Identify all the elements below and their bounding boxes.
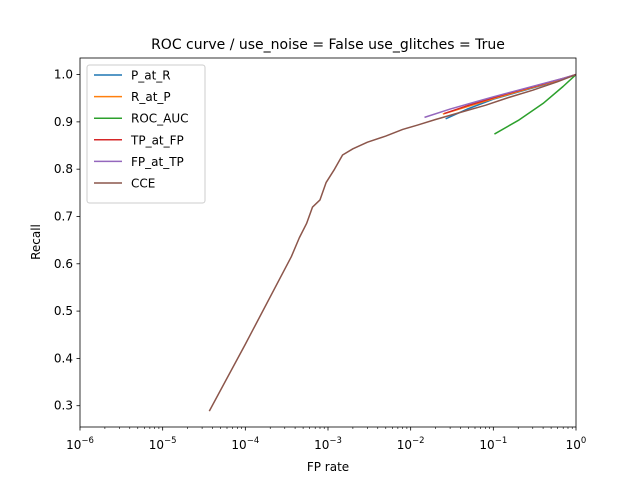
series-line-fp-at-tp [424,73,576,119]
legend-label-roc-auc: ROC_AUC [131,112,189,126]
legend-label-cce: CCE [131,177,155,191]
y-tick-label: 0.3 [54,399,73,413]
x-axis-label: FP rate [307,460,349,474]
y-tick-label: 1.0 [54,68,73,82]
legend-label-tp-at-fp: TP_at_FP [130,133,184,147]
plot-area [208,73,576,412]
series-line-cce [208,73,576,412]
y-tick-label: 0.8 [54,162,73,176]
y-tick-label: 0.9 [54,115,73,129]
legend-label-p-at-r: P_at_R [131,69,171,83]
y-axis-label: Recall [29,224,43,260]
chart-title: ROC curve / use_noise = False use_glitch… [151,37,505,53]
x-tick-label: 10−6 [66,436,94,452]
axes: 10−6 10−5 10−4 10−3 10−2 10−1 100 0.3 0.4 0.5 0.6 0… [54,57,587,452]
x-tick-label: 10−2 [397,436,425,452]
y-tick-label: 0.5 [54,304,73,318]
x-tick-label: 10−5 [149,436,177,452]
legend: P_at_R R_at_P ROC_AUC TP_at_FP FP_at_TP CCE [86,64,206,204]
y-tick-label: 0.4 [54,351,73,365]
y-tick-label: 0.7 [54,209,73,223]
legend-label-r-at-p: R_at_P [131,90,171,104]
x-tick-label: 10−1 [479,436,507,452]
y-tick-label: 0.6 [54,257,73,271]
x-tick-label: 10−3 [314,436,342,452]
series-line-roc-auc [494,73,576,135]
legend-box [86,64,206,204]
x-tick-label: 10−4 [231,436,259,452]
x-tick-label: 100 [566,436,587,452]
legend-label-fp-at-tp: FP_at_TP [131,155,184,169]
